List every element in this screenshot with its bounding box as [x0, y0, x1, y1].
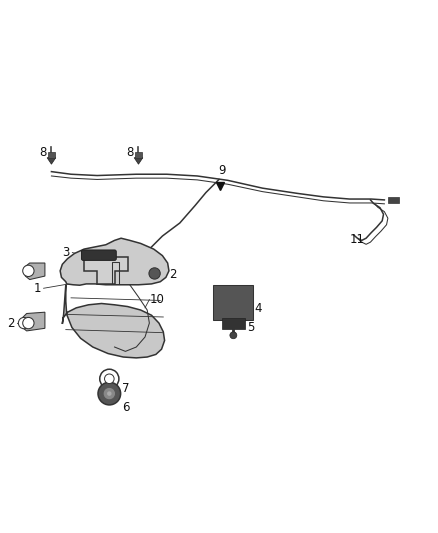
Circle shape — [107, 391, 112, 396]
Text: 6: 6 — [122, 401, 129, 414]
Text: 7: 7 — [122, 382, 129, 395]
Polygon shape — [60, 238, 169, 285]
Polygon shape — [47, 158, 56, 164]
Polygon shape — [62, 285, 165, 358]
Text: 10: 10 — [150, 293, 165, 306]
Circle shape — [98, 382, 120, 405]
Text: 2: 2 — [170, 268, 177, 281]
Text: 5: 5 — [247, 321, 254, 334]
Circle shape — [23, 318, 34, 329]
Text: 8: 8 — [39, 146, 46, 159]
FancyBboxPatch shape — [213, 285, 253, 320]
Polygon shape — [25, 263, 45, 279]
Text: 11: 11 — [350, 233, 365, 246]
Circle shape — [23, 265, 34, 277]
FancyBboxPatch shape — [48, 152, 55, 158]
Circle shape — [18, 318, 30, 329]
FancyBboxPatch shape — [222, 318, 245, 329]
Circle shape — [100, 369, 119, 389]
Bar — [388, 197, 399, 203]
Text: 3: 3 — [62, 246, 70, 259]
Text: 2: 2 — [7, 317, 15, 329]
Polygon shape — [22, 312, 45, 331]
Polygon shape — [134, 158, 143, 164]
Circle shape — [149, 268, 160, 279]
Circle shape — [103, 387, 116, 400]
Text: 4: 4 — [254, 302, 262, 315]
Circle shape — [230, 332, 237, 339]
FancyBboxPatch shape — [81, 250, 116, 261]
Polygon shape — [84, 257, 127, 284]
Text: 8: 8 — [126, 146, 134, 159]
Text: 9: 9 — [219, 164, 226, 177]
Circle shape — [105, 374, 114, 384]
FancyBboxPatch shape — [135, 152, 142, 158]
Text: 1: 1 — [33, 282, 41, 295]
